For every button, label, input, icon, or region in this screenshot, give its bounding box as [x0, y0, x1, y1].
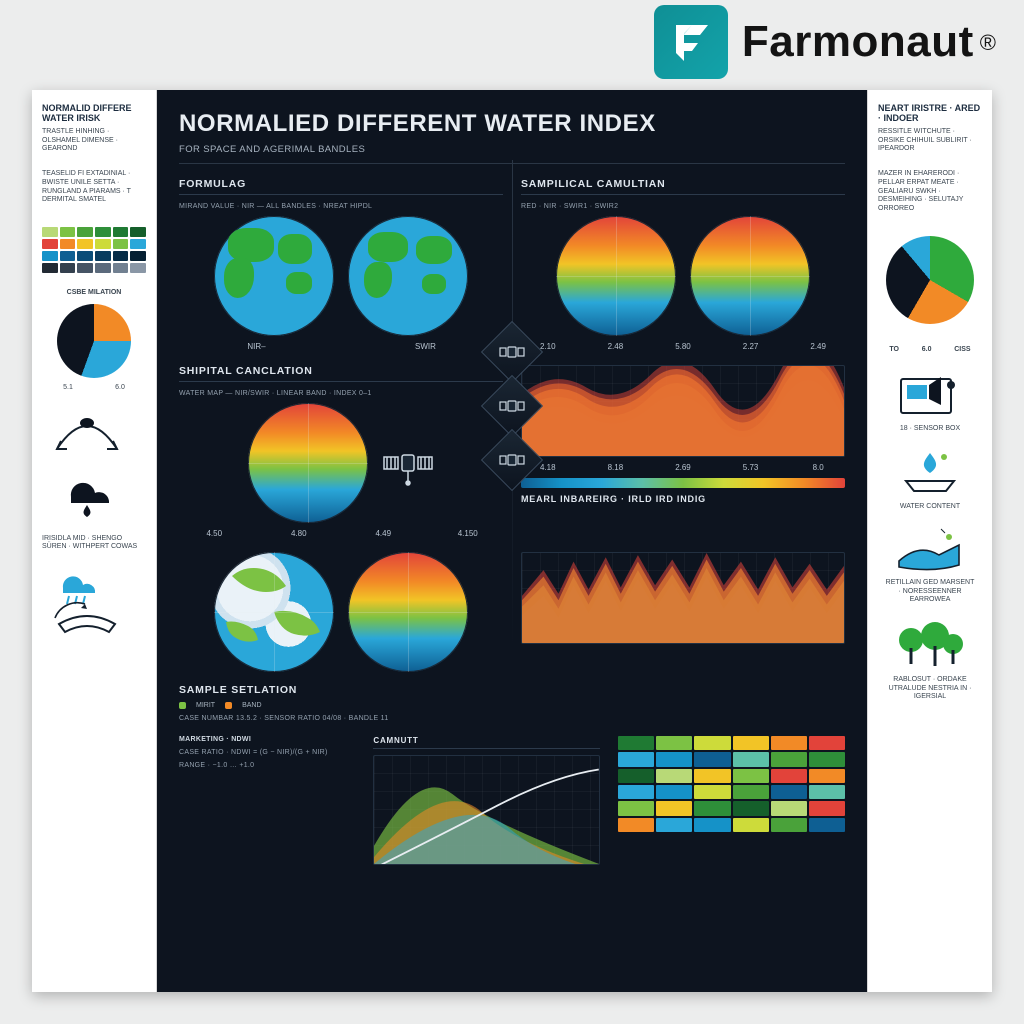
trees-icon: RABLOSUT · ORDAKE UTRALUDE NESTRIA IN · …: [885, 618, 975, 701]
gradient-bar: [521, 478, 845, 488]
note-samp-cal: RED · NIR · SWIR1 · SWIR2: [521, 203, 845, 210]
areastack-1: [521, 365, 845, 457]
cal-vals-1: 2.102.485.802.272.49: [521, 342, 845, 351]
sample-label: SAMPLE SETLATION: [179, 684, 503, 696]
center-icon-stack: [490, 330, 534, 482]
arc-icon: [42, 409, 132, 455]
brand-header: Farmonaut®: [654, 0, 1024, 84]
heatcircles-1: [521, 216, 845, 336]
right-sidebar: NEART IRISTRE · ARED · INDOER RESSITLE W…: [867, 90, 992, 992]
heatmap-grid: [618, 736, 845, 832]
bottom-note-2: CASE NUMBAR 13.5.2 · SENSOR RATIO 04/08 …: [179, 715, 503, 722]
curve-label: CAMNUTT: [373, 736, 600, 749]
left-title-1: NORMALID DIFFERE WATER IRISK: [42, 104, 146, 124]
cell-samp-cal: SAMPILICAL CAMULTIAN RED · NIR · SWIR1 ·…: [521, 178, 845, 351]
diamond-satellite-3: [481, 429, 543, 491]
cell-curve: CAMNUTT: [373, 736, 600, 865]
dark-panel: NORMALIED DIFFERENT WATER INDEX FOR SPAC…: [157, 90, 867, 992]
cell-formula: FORMULAG MIRAND VALUE · NIR — ALL BANDLE…: [179, 178, 503, 351]
minipie-values: 5.16.0: [42, 384, 146, 393]
rain-cycle-icon: [42, 568, 132, 640]
lorem-2: RANGE · −1.0 … +1.0: [179, 762, 355, 769]
right-icons: 18 · SENSOR BOX WATER CONTENT RETILLAIN …: [878, 371, 982, 702]
note-formula: MIRAND VALUE · NIR — ALL BANDLES · NREAT…: [179, 203, 503, 210]
right-body-2: MAZER IN EHARERODI · PELLAR ERPAT MEATE …: [878, 170, 982, 214]
cell-area-1: 4.188.182.695.738.0 MEARL INBAREIRG · IR…: [521, 365, 845, 504]
globe-1: [214, 216, 334, 336]
satellite-icon: [382, 437, 434, 489]
right-body-1: RESSITLE WITCHUTE · ORSIKE CHIHUIL SUBLI…: [878, 128, 982, 154]
note-shipital: WATER MAP — NIR/SWIR · LINEAR BAND · IND…: [179, 390, 503, 397]
heat-3: [248, 403, 368, 523]
field-icon: RETILLAIN GED MARSENT · NORESSEENNER EAR…: [885, 525, 975, 604]
left-sidebar: NORMALID DIFFERE WATER IRISK TRASTLE HIN…: [32, 90, 157, 992]
main-title: NORMALIED DIFFERENT WATER INDEX: [179, 110, 845, 138]
map-globe-2: [348, 552, 468, 672]
label-formula: FORMULAG: [179, 178, 503, 195]
bottom-note-1: MARKETING · NDWI: [179, 736, 355, 743]
left-body-1: TRASTLE HINHING · OLSHAMEL DIMENSE · GEA…: [42, 128, 146, 154]
map-globe-1: [214, 552, 334, 672]
right-title-1: NEART IRISTRE · ARED · INDOER: [878, 104, 982, 124]
label-shipital: SHIPITAL CANCLATION: [179, 365, 503, 382]
legend: MIRIT BAND: [179, 702, 503, 709]
infographic-card: NORMALID DIFFERE WATER IRISK TRASTLE HIN…: [32, 90, 992, 992]
globe-2: [348, 216, 468, 336]
color-swatch-grid: [42, 227, 146, 273]
map-globes: [179, 552, 503, 672]
gradient-label: MEARL INBAREIRG · IRLD IRD INDIG: [521, 494, 845, 504]
minipie-chart: [57, 304, 131, 378]
cell-area-2: [521, 552, 845, 722]
heatcircles-2: [179, 403, 503, 523]
weather-note: IRISIDLA MID · SHENGO SÜREN · WITHPERT C…: [42, 535, 146, 553]
sample-vals: 4.504.804.494.150: [179, 529, 503, 538]
curve-chart: [373, 755, 600, 865]
areastack-2: [521, 552, 845, 644]
water-drop-icon: WATER CONTENT: [885, 447, 975, 511]
diamond-satellite-1: [481, 321, 543, 383]
center-divider-line: [512, 160, 513, 972]
right-pie: [886, 236, 974, 324]
heat-2: [690, 216, 810, 336]
area1-vals: 4.188.182.695.738.0: [521, 463, 845, 472]
right-pie-vals: TO6.0CISS: [878, 346, 982, 355]
label-samp-cal: SAMPILICAL CAMULTIAN: [521, 178, 845, 195]
globes: [179, 216, 503, 336]
cloud-drop-icon: [42, 471, 132, 519]
cell-maps: SAMPLE SETLATION MIRIT BAND CASE NUMBAR …: [179, 552, 503, 722]
left-body-2: TEASELID FI EXTADINIAL · BWISTE UNILE SE…: [42, 170, 146, 205]
page: Farmonaut® NORMALID DIFFERE WATER IRISK …: [0, 0, 1024, 1024]
globe-vals: NIR–SWIR: [179, 342, 503, 351]
minipie-label: CSBE MILATION: [42, 289, 146, 298]
brand-name: Farmonaut®: [742, 17, 996, 67]
brand-logo-icon: [654, 5, 728, 79]
lorem-1: CASE RATIO · NDWI = (G − NIR)/(G + NIR): [179, 749, 355, 756]
diamond-satellite-2: [481, 375, 543, 437]
cell-bottom-left: MARKETING · NDWI CASE RATIO · NDWI = (G …: [179, 736, 355, 865]
heat-1: [556, 216, 676, 336]
sensor-box-icon: 18 · SENSOR BOX: [885, 371, 975, 433]
cell-heatmap: [618, 736, 845, 865]
cell-shipital: SHIPITAL CANCLATION WATER MAP — NIR/SWIR…: [179, 365, 503, 538]
